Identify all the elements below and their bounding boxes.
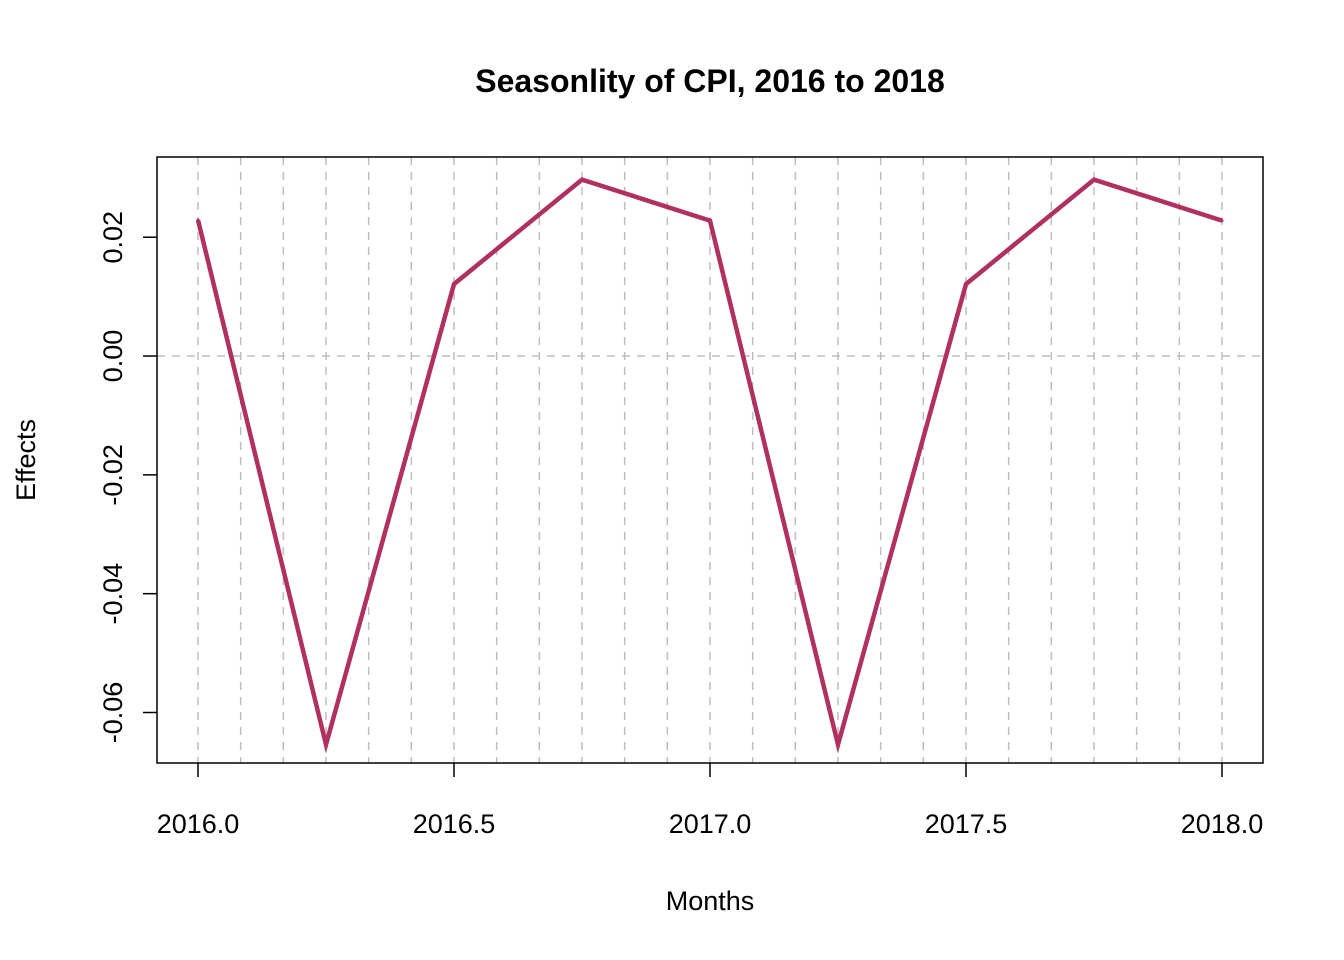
data-point [708,219,712,223]
x-tick-label: 2017.5 [925,809,1008,839]
data-point [324,743,328,747]
data-point [964,282,968,286]
data-point [580,178,584,182]
grid-layer [157,157,1263,763]
data-point [836,743,840,747]
y-axis: -0.06 -0.04 -0.02 0.00 0.02 [98,211,157,743]
data-point [452,282,456,286]
x-axis-title: Months [666,886,755,916]
x-tick-label: 2016.0 [157,809,240,839]
y-tick-label: -0.02 [98,444,128,506]
x-tick-label: 2016.5 [413,809,496,839]
y-tick-label: -0.06 [98,682,128,744]
chart-title: Seasonlity of CPI, 2016 to 2018 [475,63,945,99]
x-tick-label: 2018.0 [1181,809,1264,839]
x-axis: 2016.0 2016.5 2017.0 2017.5 2018.0 [157,763,1264,839]
y-tick-label: 0.00 [98,330,128,383]
data-point [1092,178,1096,182]
y-axis-title: Effects [11,419,41,501]
y-tick-label: 0.02 [98,211,128,264]
series-layer [195,177,1224,754]
data-point [196,218,200,222]
y-tick-label: -0.04 [98,563,128,625]
data-point [1220,219,1224,223]
x-tick-label: 2017.0 [669,809,752,839]
